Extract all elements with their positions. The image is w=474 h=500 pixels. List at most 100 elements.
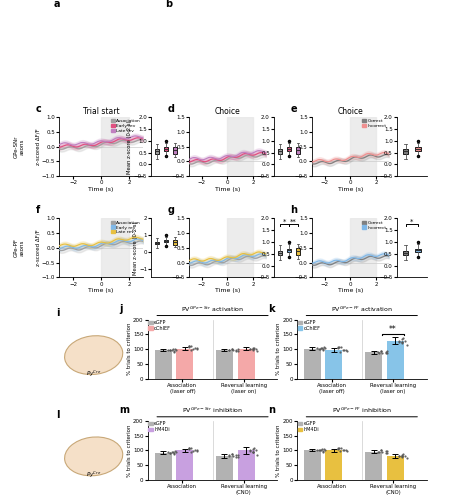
Point [342, 446, 350, 454]
Text: n: n [268, 405, 275, 415]
X-axis label: Time (s): Time (s) [337, 288, 363, 293]
PathPatch shape [155, 150, 159, 154]
Point [343, 447, 350, 455]
Point [191, 344, 198, 352]
PathPatch shape [415, 248, 421, 252]
Text: b: b [165, 0, 172, 8]
Point [319, 346, 327, 354]
PathPatch shape [403, 250, 409, 255]
Point [166, 346, 173, 354]
Bar [387, 456, 404, 480]
X-axis label: Time (s): Time (s) [89, 288, 114, 293]
Legend: Correct, Incorrect: Correct, Incorrect [362, 120, 386, 128]
Y-axis label: % trials to criterion: % trials to criterion [276, 323, 281, 376]
Text: **: ** [290, 218, 297, 224]
Point [249, 448, 256, 456]
Text: $Py^{Cre}$: $Py^{Cre}$ [86, 470, 101, 480]
Legend: eGFP, hM4Di: eGFP, hM4Di [148, 422, 170, 432]
Point [193, 446, 201, 454]
Point [377, 346, 385, 354]
PathPatch shape [296, 248, 300, 256]
Point [169, 346, 177, 354]
Point [339, 346, 346, 354]
Point [228, 450, 236, 458]
Point [188, 342, 195, 350]
Text: *: * [283, 218, 286, 224]
Y-axis label: % trials to criterion: % trials to criterion [127, 323, 132, 376]
Point [226, 346, 233, 354]
Y-axis label: Mean z-score (0-2 s): Mean z-score (0-2 s) [128, 120, 132, 174]
Bar [387, 341, 404, 378]
Point [229, 346, 237, 354]
Text: d: d [168, 104, 174, 114]
Point [228, 345, 236, 353]
Point [246, 345, 254, 353]
Point [169, 448, 177, 456]
Point [313, 344, 321, 352]
Bar [101, 218, 129, 278]
Point [375, 348, 383, 356]
Text: c: c [36, 104, 42, 114]
Point [383, 447, 391, 455]
Y-axis label: z-scored ΔF/F: z-scored ΔF/F [36, 230, 40, 266]
Title: Choice: Choice [337, 108, 363, 116]
Legend: Association, Early rev, Late rev: Association, Early rev, Late rev [111, 220, 141, 234]
Text: i: i [56, 308, 59, 318]
Point [374, 348, 382, 356]
Point [320, 445, 328, 453]
Point [378, 448, 386, 456]
Point [225, 346, 233, 354]
Text: f: f [36, 205, 40, 215]
Point [318, 446, 326, 454]
Point [185, 343, 192, 351]
Point [250, 344, 258, 352]
Point [249, 346, 257, 354]
Point [335, 344, 342, 351]
Point [383, 449, 391, 457]
Point [403, 454, 410, 462]
Point [166, 448, 173, 456]
Point [254, 346, 261, 354]
Point [318, 446, 325, 454]
Point [395, 338, 403, 345]
Point [249, 445, 257, 453]
Ellipse shape [64, 437, 123, 476]
Point [233, 451, 240, 459]
Point [339, 446, 346, 454]
Bar [228, 218, 253, 278]
X-axis label: Time (s): Time (s) [215, 187, 240, 192]
Point [250, 444, 258, 452]
Point [318, 344, 326, 352]
Point [319, 447, 327, 455]
Point [249, 344, 257, 352]
Point [403, 341, 410, 349]
Point [395, 452, 403, 460]
Point [398, 451, 406, 459]
Text: l: l [56, 410, 59, 420]
Legend: eGFP, oChIEF: eGFP, oChIEF [148, 320, 171, 331]
Text: PV$^{GPe-Str}$ inhibition: PV$^{GPe-Str}$ inhibition [182, 406, 243, 415]
Point [170, 450, 178, 458]
Point [401, 452, 409, 460]
Text: **: ** [389, 325, 397, 334]
Point [321, 344, 329, 352]
Point [383, 349, 391, 357]
PathPatch shape [164, 148, 168, 151]
Point [375, 448, 383, 456]
Text: $Py^{Cre}$: $Py^{Cre}$ [86, 368, 101, 379]
Legend: eGFP, hM4Di: eGFP, hM4Di [298, 422, 319, 432]
PathPatch shape [287, 148, 291, 151]
Bar [176, 348, 193, 378]
PathPatch shape [287, 248, 291, 252]
Point [170, 449, 178, 457]
Point [318, 344, 325, 352]
Title: Trial start: Trial start [83, 108, 119, 116]
Point [168, 448, 176, 456]
Y-axis label: % trials to criterion: % trials to criterion [127, 424, 132, 476]
Point [316, 344, 323, 352]
Point [334, 444, 342, 452]
Bar [326, 350, 343, 378]
Point [233, 346, 240, 354]
Point [249, 448, 256, 456]
Point [188, 444, 195, 452]
